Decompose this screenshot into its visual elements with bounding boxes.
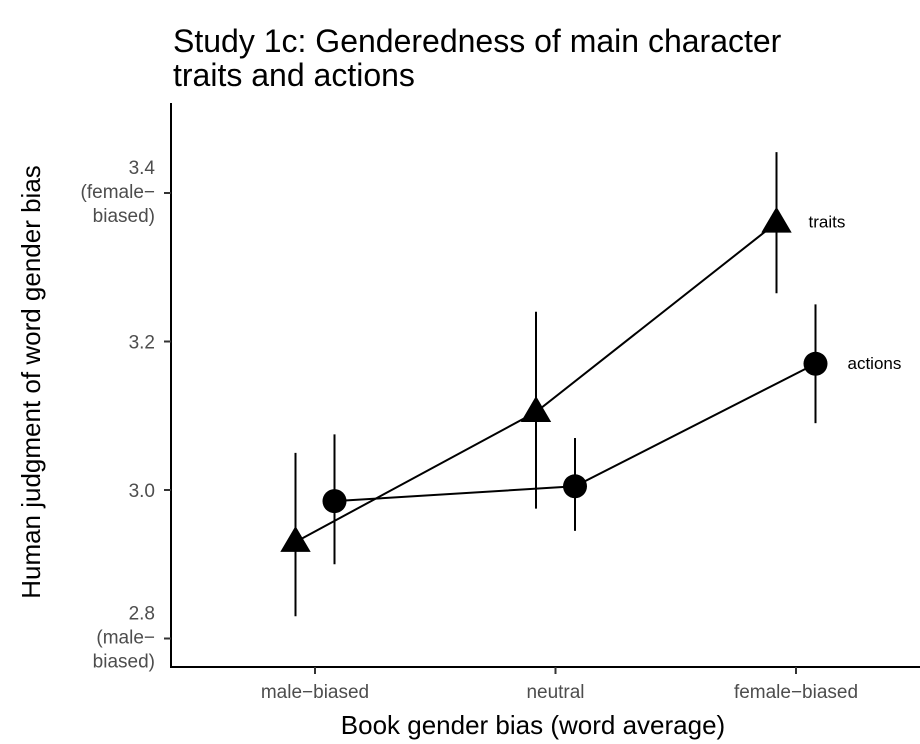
y-tick-label: 2.8 (male− biased) — [93, 604, 155, 673]
y-tick-label: 3.2 — [129, 333, 155, 354]
y-axis-title: Human judgment of word gender bias — [16, 165, 46, 599]
x-tick-label: neutral — [526, 682, 584, 703]
traits-point — [280, 525, 311, 552]
y-tick-label-line: biased) — [93, 652, 155, 673]
y-tick-label-line: biased) — [93, 206, 155, 227]
x-ticks: male−biased neutral female−biased — [261, 667, 858, 703]
y-tick-label-line: (male− — [96, 628, 155, 649]
y-tick-label-line: 3.2 — [129, 333, 155, 354]
actions-point — [322, 489, 347, 514]
x-tick-label: male−biased — [261, 682, 369, 703]
y-tick-label: 3.4 (female− biased) — [81, 158, 156, 227]
traits-series-label: traits — [809, 213, 846, 232]
y-tick-label-line: 3.0 — [129, 481, 155, 502]
chart-title: Study 1c: Genderedness of main character… — [173, 23, 790, 93]
traits-point — [761, 206, 792, 233]
y-ticks: 2.8 (male− biased) 3.0 3.2 3.4 (female− biased) — [81, 158, 171, 673]
actions-point — [563, 474, 587, 499]
y-tick-label-line: 3.4 — [129, 158, 156, 179]
traits-point — [520, 396, 552, 422]
y-tick-label-line: 2.8 — [129, 604, 155, 625]
plot-area: traits actions — [280, 152, 902, 617]
chart-title-line-1: Study 1c: Genderedness of main character — [173, 23, 782, 59]
x-tick-label: female−biased — [734, 682, 858, 703]
actions-series-label: actions — [848, 354, 902, 373]
x-axis-title: Book gender bias (word average) — [341, 710, 725, 740]
actions-point — [803, 351, 828, 376]
chart-title-line-2: traits and actions — [173, 57, 415, 93]
y-tick-label-line: (female− — [81, 182, 155, 203]
y-tick-label: 3.0 — [129, 481, 155, 502]
